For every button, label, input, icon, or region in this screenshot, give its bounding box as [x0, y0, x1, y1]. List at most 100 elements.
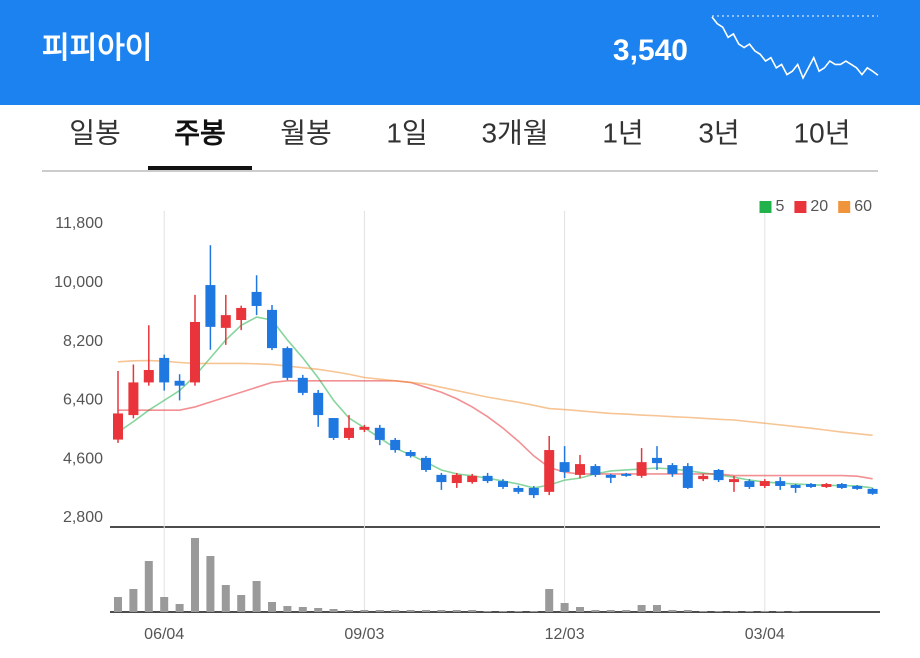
volume-bar	[391, 610, 400, 612]
volume-bar	[221, 585, 230, 612]
volume-bar	[576, 607, 584, 612]
y-tick-label: 2,800	[63, 509, 103, 526]
volume-bar	[345, 610, 353, 612]
tab[interactable]: 월봉	[280, 117, 332, 148]
candle-body	[143, 370, 154, 383]
candle-body	[852, 485, 863, 489]
candle-body	[174, 380, 185, 386]
moving-average-line	[117, 316, 873, 489]
volume-bar	[252, 581, 261, 612]
x-tick-label: 03/04	[745, 626, 785, 643]
volume-bar	[406, 610, 415, 612]
legend-label: 5	[776, 198, 785, 215]
candle-body	[190, 321, 200, 383]
legend-swatch	[759, 201, 772, 213]
x-tick-label: 09/03	[344, 626, 384, 643]
volume-bar	[683, 610, 692, 612]
tab[interactable]: 주봉	[174, 117, 226, 148]
tab[interactable]: 1일	[386, 117, 427, 148]
volume-bar	[452, 610, 461, 612]
volume-bar	[791, 611, 800, 612]
legend-swatch	[794, 201, 807, 213]
moving-average-line	[118, 379, 873, 480]
candle-body	[590, 466, 601, 475]
tab[interactable]: 1년	[602, 117, 643, 148]
candle-body	[313, 392, 324, 416]
volume-bar	[268, 602, 276, 612]
candle-body	[359, 426, 370, 430]
volume-bar	[668, 610, 677, 612]
candle-body	[513, 487, 524, 492]
y-tick-label: 11,800	[55, 215, 103, 232]
volume-bar	[483, 611, 492, 612]
volume-bar	[776, 611, 785, 612]
candle-body	[236, 307, 247, 321]
candle-body	[698, 475, 709, 480]
candle-body	[636, 462, 647, 476]
volume-bar	[622, 610, 631, 612]
volume-bar	[514, 611, 523, 612]
candle-body	[128, 382, 139, 416]
candle-body	[575, 464, 585, 475]
candle-body	[344, 427, 354, 438]
legend-swatch	[838, 201, 851, 213]
volume-bar	[237, 595, 246, 612]
candle-body	[405, 452, 416, 456]
x-tick-label: 06/04	[144, 626, 184, 643]
candle-body	[682, 466, 693, 488]
volume-bar	[560, 603, 569, 612]
candle-body	[759, 481, 770, 486]
moving-average-line	[117, 359, 873, 437]
volume-bar	[653, 605, 661, 612]
candle-body	[328, 418, 339, 438]
x-tick-label: 12/03	[545, 626, 585, 643]
candle-body	[559, 462, 570, 472]
tab[interactable]: 10년	[794, 117, 851, 148]
tab[interactable]: 3년	[698, 117, 739, 148]
volume-bar	[329, 609, 338, 612]
candle-body	[652, 457, 662, 464]
candle-body	[205, 285, 216, 327]
candle-body	[713, 469, 724, 481]
legend-label: 20	[810, 198, 828, 215]
candle-body	[821, 484, 832, 487]
header-bar	[0, 0, 920, 105]
candle-body	[113, 413, 123, 440]
tab[interactable]: 3개월	[481, 117, 548, 148]
volume-bar	[298, 607, 307, 612]
candle-body	[421, 457, 431, 470]
tab-indicator	[148, 166, 252, 170]
volume-bar	[699, 611, 708, 612]
y-tick-label: 6,400	[63, 392, 103, 409]
volume-bar	[175, 604, 184, 612]
candle-body	[220, 315, 231, 328]
volume-bar	[760, 611, 769, 612]
candle-body	[498, 481, 508, 487]
volume-bar	[499, 611, 507, 612]
volume-bar	[545, 589, 554, 612]
y-tick-label: 4,600	[63, 450, 103, 467]
y-tick-label: 8,200	[63, 333, 103, 350]
candle-body	[282, 348, 293, 378]
candle-body	[775, 481, 786, 486]
candle-body	[729, 479, 739, 483]
tab[interactable]: 일봉	[69, 117, 121, 148]
candle-body	[621, 473, 632, 476]
volume-bar	[206, 556, 215, 612]
volume-bar	[468, 610, 477, 612]
y-tick-label: 10,000	[54, 274, 103, 291]
volume-bar	[606, 610, 615, 612]
candle-body	[605, 474, 616, 478]
volume-bar	[591, 610, 600, 612]
volume-bar	[160, 597, 169, 612]
volume-bar	[422, 610, 430, 612]
sparkline	[711, 16, 879, 80]
candle-body	[436, 474, 447, 483]
volume-bar	[283, 606, 292, 612]
candle-body	[667, 465, 678, 474]
volume-bar	[730, 611, 738, 612]
volume-bar	[314, 608, 323, 612]
candle-body	[806, 484, 816, 487]
